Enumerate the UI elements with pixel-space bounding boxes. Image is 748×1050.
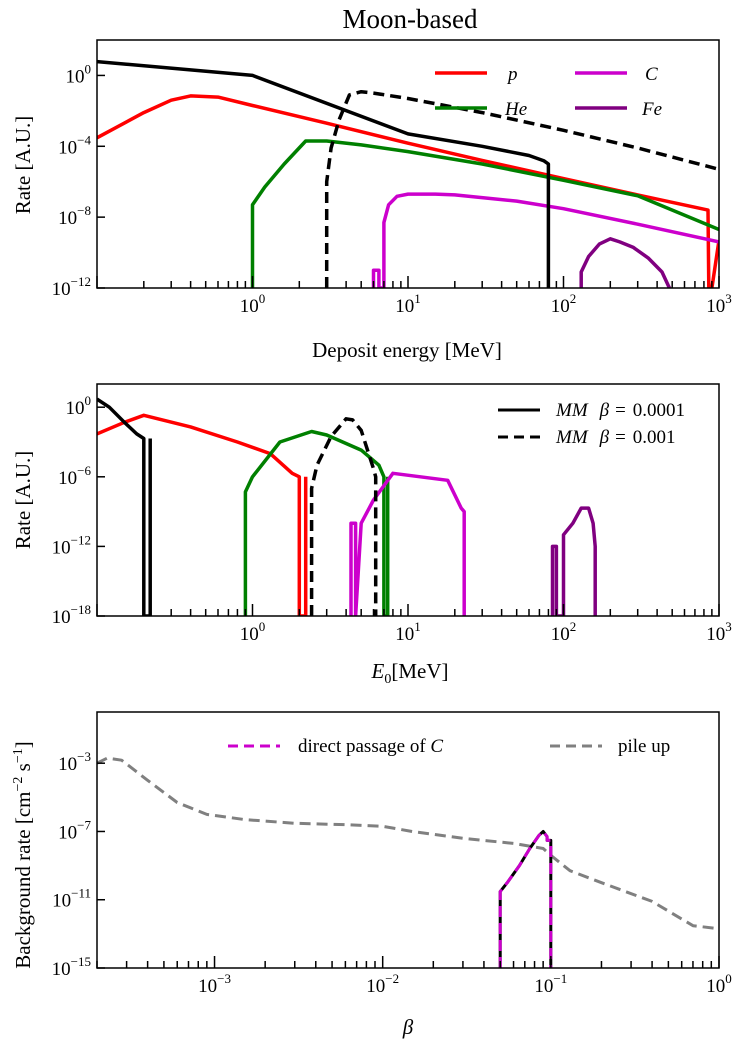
x-tick-label: 103 [706,619,732,645]
x-tick-label: 10−1 [534,971,567,997]
x-tick-label: 102 [551,619,577,645]
series-he [250,139,719,288]
legend-label-direct-passage: direct passage of C [298,736,443,757]
legend: p C He Fe [435,64,662,120]
x-tick-label: 100 [240,619,266,645]
x-tick-label: 10−2 [366,971,399,997]
series-direct-passage-of-c-outline- [498,830,553,968]
legend-label-fe: Fe [641,99,662,120]
x-tick-label: 101 [395,291,421,317]
panel-deposit-energy: 100 101 102 103 100 10−4 10−8 10−12 Deposit ene… [11,39,732,362]
tick-group: 100 101 102 103 100 10−4 10−8 10−12 [52,61,732,317]
x-tick-label: 102 [551,291,577,317]
series-mm-beta-0.0001 [97,59,551,288]
x-tick-label: 103 [706,291,732,317]
x-axis-label: Deposit energy [MeV] [312,338,502,362]
series-mm-beta-0.001 [324,89,719,288]
legend-label-p: p [506,64,518,85]
plot-frame [96,39,720,289]
panel-initial-energy: 100 101 102 103 100 10−6 10−12 10−18 E0[MeV] Ra… [11,383,732,687]
x-axis-label-tail: [MeV] [391,659,448,683]
legend-label-c: C [645,64,658,85]
y-tick-label: 10−7 [58,817,91,843]
series-group [97,756,719,968]
x-axis-label-main: E [371,659,385,683]
x-axis-label: E0[MeV] [371,659,449,687]
legend-label-he: He [504,99,527,120]
legend: direct passage of C pile up [228,736,670,757]
y-axis-label: Rate [A.U.] [11,116,35,215]
x-tick-label: 101 [395,619,421,645]
y-tick-label: 10−18 [52,602,91,628]
panel-background-rate: 10−3 10−2 10−1 100 10−3 10−7 10−11 10−15 β Back… [11,711,732,1039]
series-fe [550,506,597,616]
series-group [97,59,719,288]
series-p [97,94,719,288]
x-tick-label: 100 [706,971,732,997]
series-p [97,413,308,616]
series-pile-up [97,756,719,931]
legend: MM β = 0.0001 MM β = 0.001 [498,400,685,448]
series-mm-beta-0.0001 [97,397,152,616]
y-axis-label: Rate [A.U.] [11,451,35,550]
y-tick-label: 10−4 [58,132,91,158]
y-tick-label: 10−12 [52,274,91,300]
series-mm-beta-0.001 [309,417,378,616]
y-tick-label: 10−6 [58,463,91,489]
y-tick-label: 10−3 [58,749,91,775]
plot-frame [96,383,720,617]
y-tick-label: 10−12 [52,532,91,558]
series-c [349,471,466,616]
legend-label-mm-0.0001: MM β = 0.0001 [555,400,685,421]
y-tick-label: 100 [66,393,92,419]
y-tick-label: 10−8 [58,203,91,229]
x-tick-label: 10−3 [198,971,231,997]
y-tick-label: 100 [66,61,92,87]
series-he [243,429,390,616]
y-tick-label: 10−15 [52,954,91,980]
plot-frame [96,711,720,969]
legend-label-mm-0.001: MM β = 0.001 [555,427,675,448]
series-group [97,397,597,616]
y-tick-label: 10−11 [52,886,91,912]
x-axis-label: β [402,1015,414,1039]
tick-group: 100 101 102 103 100 10−6 10−12 10−18 [52,393,732,645]
figure-title: Moon-based [343,4,478,34]
x-tick-label: 100 [240,291,266,317]
series-direct-passage-of-c [498,830,553,968]
y-axis-label: Background rate [cm−2 s−1] [11,741,35,969]
legend-label-pile-up: pile up [618,736,670,757]
tick-group: 10−3 10−2 10−1 100 10−3 10−7 10−11 10−15 [52,749,732,997]
x-axis-label-sub: 0 [384,672,391,687]
series-fe [579,237,672,288]
